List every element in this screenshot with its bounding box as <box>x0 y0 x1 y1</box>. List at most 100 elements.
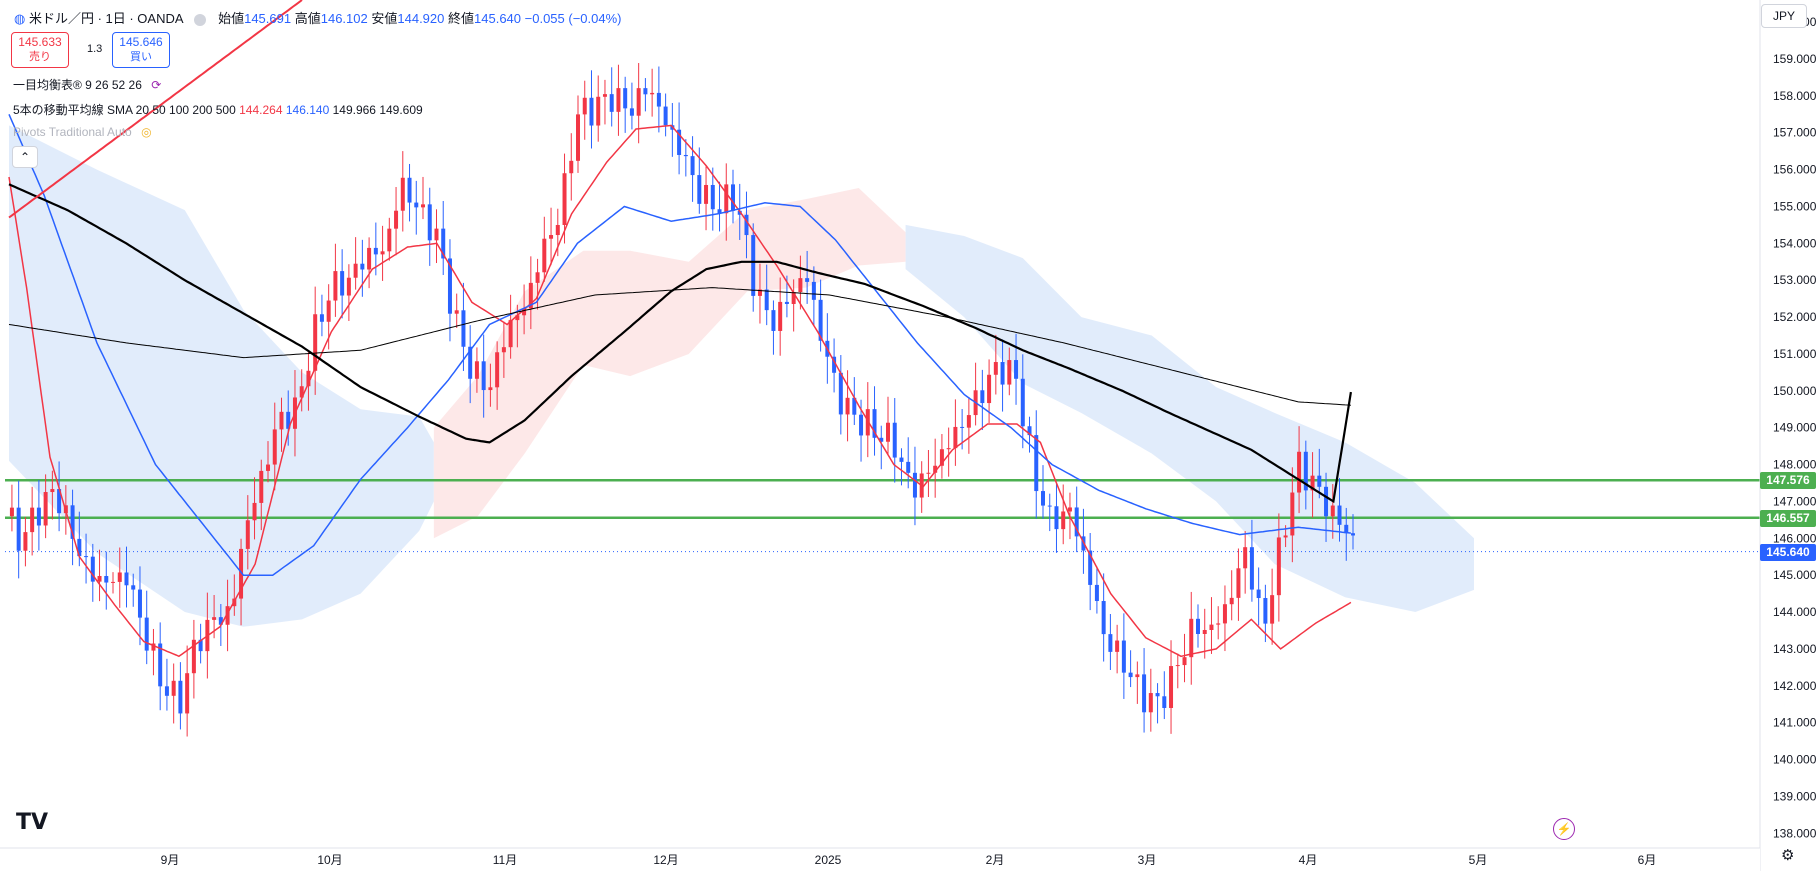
price-tick-label: 144.000 <box>1773 605 1817 619</box>
candle-body <box>1189 618 1194 658</box>
candle-body <box>306 370 311 387</box>
candle <box>1155 683 1160 724</box>
candle <box>1263 584 1268 643</box>
candle-body <box>333 271 338 301</box>
symbol-title[interactable]: 米ドル／円 · 1日 · OANDA <box>28 11 183 26</box>
collapse-indicators-button[interactable]: ⌃ <box>12 146 38 168</box>
candle-body <box>677 129 682 155</box>
candle <box>1222 585 1227 652</box>
candle <box>1270 568 1275 645</box>
buy-button[interactable]: 145.646 買い <box>112 32 170 68</box>
line-sma100 <box>8 183 1352 504</box>
candle-body <box>993 362 998 375</box>
candle <box>609 67 614 127</box>
candle-body <box>1243 547 1248 569</box>
candle <box>333 243 338 317</box>
candle-body <box>1344 524 1349 534</box>
candle <box>1162 671 1167 720</box>
candle <box>414 180 419 235</box>
candle-body <box>879 437 884 442</box>
time-tick-label: 3月 <box>1138 853 1157 867</box>
candle <box>1290 467 1295 563</box>
candle <box>832 338 837 393</box>
candle-body <box>1209 624 1214 630</box>
time-tick-label: 6月 <box>1638 853 1657 867</box>
candle-body <box>70 505 75 539</box>
candle-body <box>367 247 372 270</box>
candle-body <box>104 575 109 583</box>
candle <box>1054 483 1059 553</box>
candle-body <box>1040 491 1045 506</box>
candle-body <box>751 235 756 296</box>
tradingview-logo[interactable]: TV <box>16 810 49 835</box>
candle-body <box>1270 595 1275 624</box>
candle <box>1330 484 1335 539</box>
sma20-value: 144.264 <box>239 103 283 117</box>
candle-body <box>778 301 783 331</box>
candle-body <box>326 300 331 322</box>
high-value: 146.102 <box>320 11 368 26</box>
price-tick-label: 149.000 <box>1773 421 1817 435</box>
price-tick-label: 145.000 <box>1773 568 1817 582</box>
candle-body <box>279 411 284 430</box>
candle-body <box>97 575 102 582</box>
lightning-icon[interactable]: ⚡ <box>1553 818 1575 840</box>
candle <box>886 396 890 455</box>
candle <box>764 264 769 326</box>
candle <box>1202 608 1207 659</box>
candle-body <box>1142 674 1147 713</box>
candle <box>488 363 493 407</box>
price-tick-label: 153.000 <box>1773 273 1817 287</box>
price-tick-label: 154.000 <box>1773 236 1817 250</box>
hidden-eye-icon[interactable]: ◎ <box>141 125 152 139</box>
candle <box>906 437 911 489</box>
candle <box>144 590 149 665</box>
candle-body <box>441 228 446 259</box>
candle-body <box>84 556 89 558</box>
candle-body <box>717 209 722 214</box>
candle <box>1209 597 1214 654</box>
candle <box>616 64 621 136</box>
price-tick-label: 158.000 <box>1773 89 1817 103</box>
candle-body <box>421 204 426 208</box>
candle-body <box>1128 672 1133 678</box>
currency-selector[interactable]: JPY <box>1761 4 1807 28</box>
candle <box>313 286 318 395</box>
candle <box>124 546 129 608</box>
candle-body <box>872 409 877 438</box>
chart-header: ◍ 米ドル／円 · 1日 · OANDA 始値145.691 高値146.102… <box>14 8 622 27</box>
price-tick-label: 159.000 <box>1773 52 1817 66</box>
ichimoku-indicator[interactable]: 一目均衡表® 9 26 52 26 ⟳ <box>13 76 161 93</box>
candle-body <box>488 387 493 391</box>
gear-icon[interactable]: ⚙ <box>1781 847 1795 864</box>
candle-body <box>629 108 634 116</box>
candle-body <box>1027 426 1032 436</box>
price-tick-label: 157.000 <box>1773 126 1817 140</box>
pivots-indicator[interactable]: Pivots Traditional Auto ◎ <box>13 125 152 139</box>
candle-body <box>171 680 176 696</box>
candle <box>717 181 722 232</box>
candle-body <box>1108 634 1113 652</box>
candle <box>447 239 452 342</box>
price-tick-label: 138.000 <box>1773 826 1817 840</box>
sell-button[interactable]: 145.633 売り <box>11 32 69 68</box>
candle-body <box>1276 537 1281 596</box>
line-trendline <box>8 0 303 219</box>
candle <box>704 166 709 231</box>
candle <box>111 572 116 594</box>
candle-body <box>939 449 944 466</box>
collapse-dot-icon[interactable] <box>194 13 207 26</box>
candle-body <box>414 202 419 208</box>
cloud-bear <box>9 125 434 627</box>
candle <box>387 217 392 261</box>
candle-body <box>23 532 28 551</box>
sell-label: 売り <box>29 51 51 63</box>
candle-body <box>1014 360 1019 379</box>
candle-body <box>239 548 244 599</box>
candle-body <box>1047 505 1052 507</box>
ma-indicator[interactable]: 5本の移動平均線 SMA 20 50 100 200 500 144.264 1… <box>13 101 423 118</box>
candle <box>724 163 729 241</box>
candle <box>791 279 796 332</box>
price-tick-label: 151.000 <box>1773 347 1817 361</box>
